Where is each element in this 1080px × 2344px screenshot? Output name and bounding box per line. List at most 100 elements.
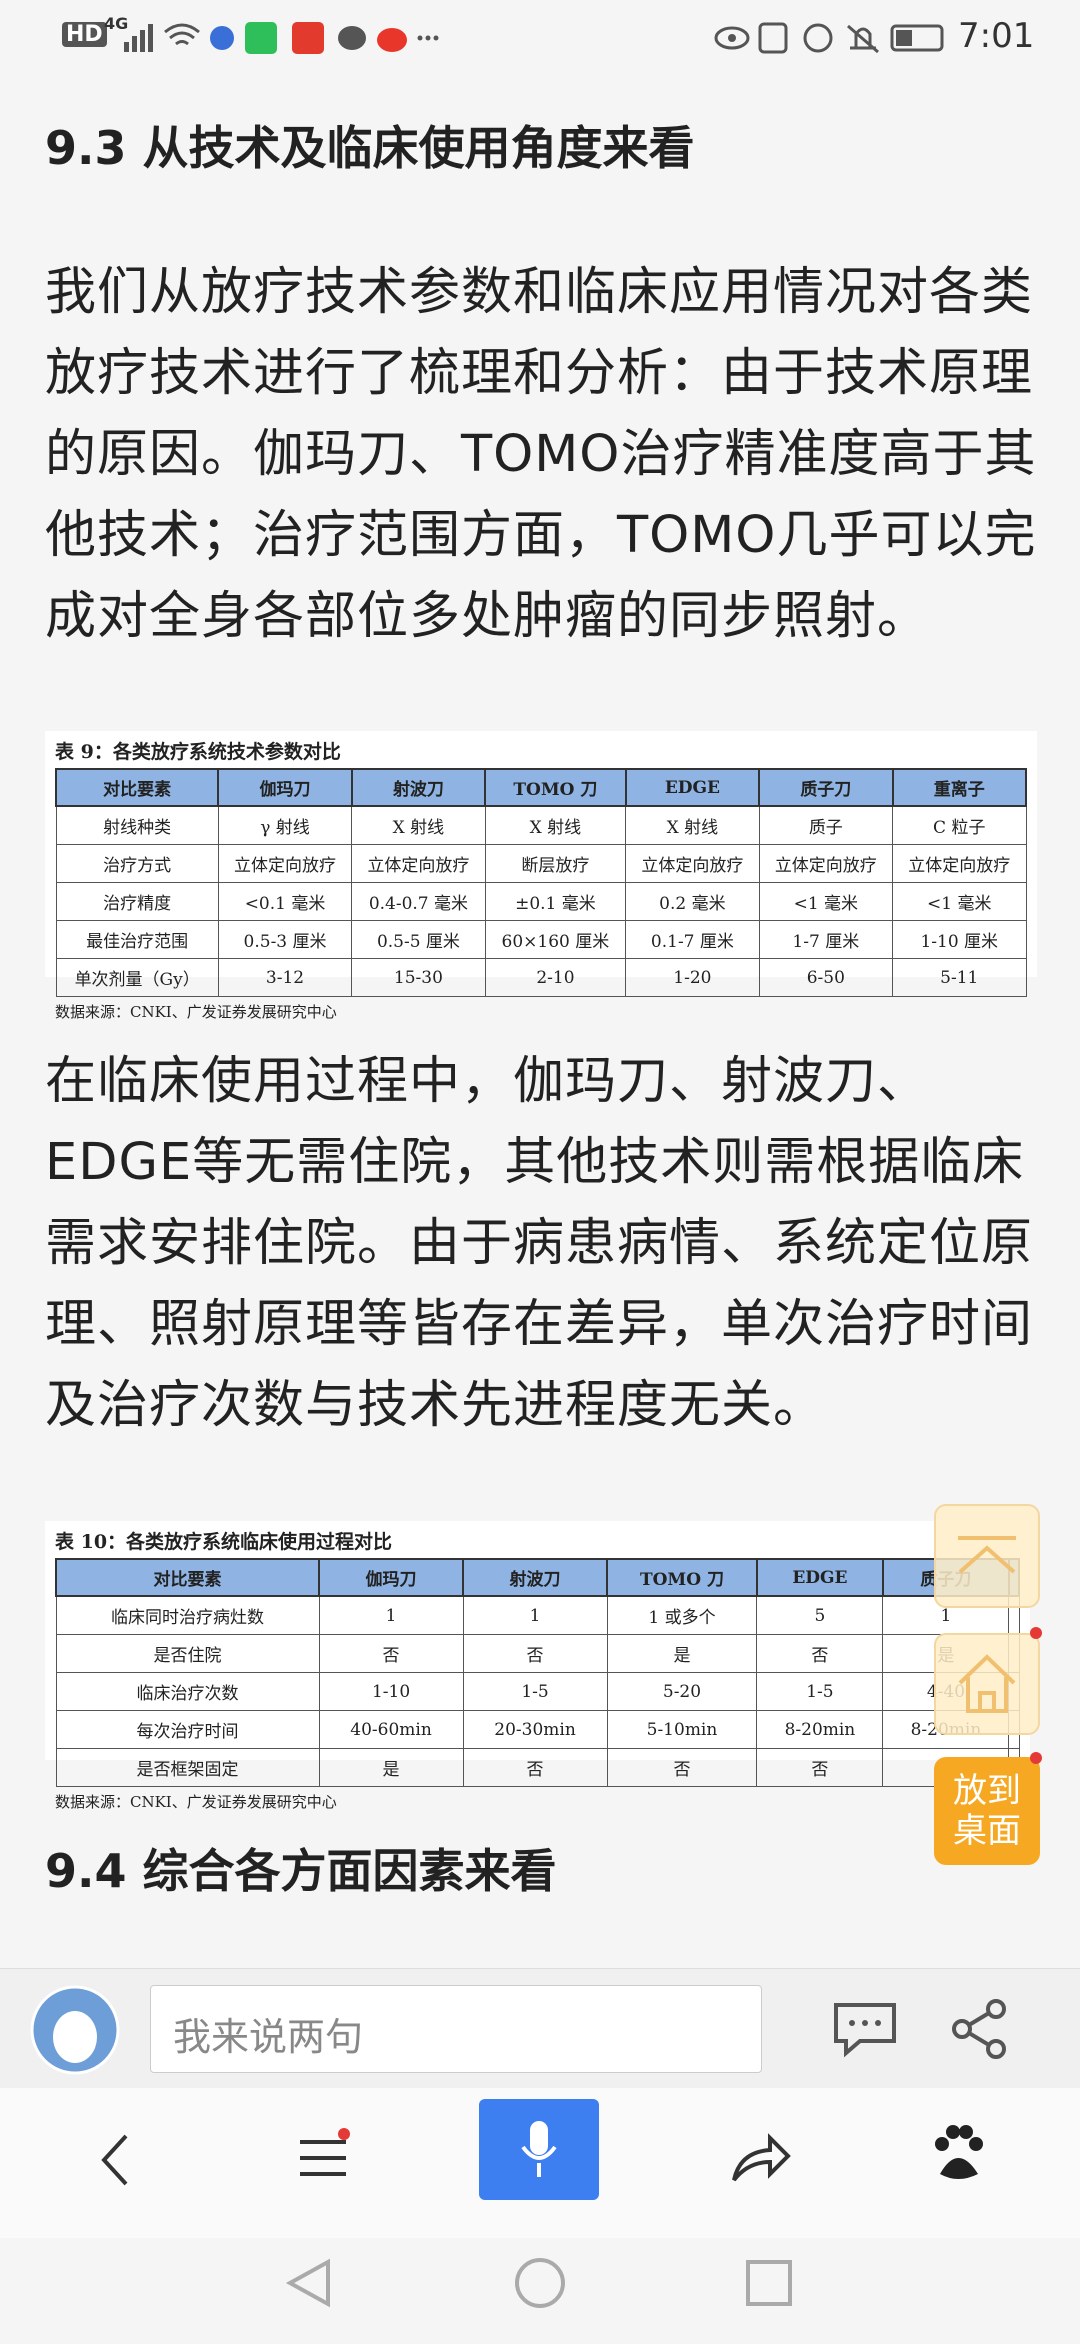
hd-badge: HD (62, 22, 107, 47)
table-cell: 1-7 厘米 (758, 920, 894, 959)
table-cell: 是否框架固定 (55, 1748, 320, 1787)
baidu-button[interactable] (928, 2124, 988, 2188)
mic-icon (521, 2121, 557, 2177)
table-cell: 1-5 (756, 1672, 884, 1711)
table-cell: 质子 (758, 805, 894, 845)
column-header: 射波刀 (462, 1558, 609, 1597)
status-icons-right (714, 22, 944, 54)
share-icon[interactable] (948, 1997, 1012, 2061)
table-cell: 是否住院 (55, 1634, 320, 1673)
table-cell: 1 (318, 1595, 464, 1635)
table-cell: 射线种类 (55, 805, 219, 845)
column-header: 射波刀 (350, 768, 487, 807)
forward-share-button[interactable] (728, 2128, 792, 2188)
table-cell: X 射线 (484, 805, 627, 845)
table-cell: 40-60min (318, 1710, 464, 1749)
table-cell: 3-12 (217, 958, 353, 997)
table-cell: 1-20 (625, 958, 760, 997)
table-cell: 临床同时治疗病灶数 (55, 1595, 320, 1635)
table-cell: 2-10 (484, 958, 627, 997)
table-row: 治疗方式 立体定向放疗 立体定向放疗 断层放疗 立体定向放疗 立体定向放疗 立体定向放疗 (55, 844, 1027, 883)
table-cell: 1 或多个 (606, 1595, 758, 1635)
table-cell: 最佳治疗范围 (55, 920, 219, 959)
table-cell: 5 (756, 1595, 884, 1635)
comments-icon[interactable] (830, 1999, 900, 2059)
table-cell: 5-10min (606, 1710, 758, 1749)
table-cell: <1 毫米 (758, 882, 894, 921)
icon (958, 1536, 1016, 1574)
column-header: EDGE (755, 1558, 884, 1597)
table-cell: 立体定向放疗 (351, 844, 486, 883)
table-row: 射线种类 γ 射线 X 射线 X 射线 X 射线 质子 C 粒子 (55, 805, 1027, 845)
column-header: 伽玛刀 (318, 1558, 465, 1597)
avatar[interactable] (30, 1985, 120, 2075)
table-cell: 断层放疗 (484, 844, 627, 883)
table-caption: 表 10：各类放疗系统临床使用过程对比 (55, 1531, 393, 1553)
table-cell: 立体定向放疗 (892, 844, 1027, 883)
table-cell: γ 射线 (217, 805, 353, 845)
table-source: 数据来源：CNKI、广发证券发展研究中心 (55, 1003, 337, 1021)
table-cell: 治疗方式 (55, 844, 219, 883)
table-cell: 15-30 (351, 958, 486, 997)
voice-button[interactable] (479, 2099, 599, 2200)
table-cell: 0.5-3 厘米 (217, 920, 353, 959)
table-row: 是否框架固定是否否否是 (55, 1748, 1020, 1787)
table-cell: 治疗精度 (55, 882, 219, 921)
badge-dot (1030, 1752, 1042, 1764)
column-header: TOMO 刀 (606, 1558, 758, 1597)
table-row: 每次治疗时间40-60min20-30min5-10min8-20min8-20… (55, 1710, 1020, 1749)
table-cell: 单次剂量（Gy） (55, 958, 219, 997)
column-header: TOMO 刀 (484, 768, 627, 807)
table-cell: 立体定向放疗 (758, 844, 894, 883)
back-to-top-button[interactable] (934, 1504, 1040, 1608)
status-icons (124, 22, 439, 54)
column-header: 对比要素 (54, 1558, 321, 1597)
table-cell: 0.4-0.7 毫米 (351, 882, 486, 921)
table-cell: 否 (318, 1634, 464, 1673)
table-cell: 立体定向放疗 (625, 844, 760, 883)
back-button[interactable] (96, 2130, 136, 2190)
paragraph: 在临床使用过程中，伽玛刀、射波刀、EDGE等无需住院，其他技术则需根据临床需求安… (45, 1052, 1034, 1435)
comment-input[interactable]: 我来说两句 (150, 1985, 762, 2073)
browser-toolbar (0, 2088, 1080, 2238)
table-cell: 6-50 (758, 958, 894, 997)
paragraph: 我们从放疗技术参数和临床应用情况对各类放疗技术进行了梳理和分析：由于技术原理的原… (45, 263, 1037, 646)
comment-bar: 我来说两句 (0, 1968, 1080, 2088)
system-nav (0, 2238, 1080, 2340)
column-header: 质子刀 (758, 768, 894, 807)
home-button[interactable] (934, 1633, 1040, 1735)
header-row: 对比要素 伽玛刀 射波刀 TOMO 刀 EDGE 质子刀 重离子 (54, 768, 1028, 807)
section-heading: 9.4 综合各方面因素来看 (45, 1844, 557, 1898)
table-caption: 表 9：各类放疗系统技术参数对比 (55, 741, 341, 763)
column-header: 重离子 (891, 768, 1028, 807)
menu-button[interactable] (296, 2128, 356, 2188)
icon (958, 1654, 1016, 1713)
table-cell: 20-30min (462, 1710, 608, 1749)
table-cell: 1-10 (318, 1672, 464, 1711)
table-source: 数据来源：CNKI、广发证券发展研究中心 (55, 1793, 337, 1811)
table-cell: X 射线 (351, 805, 486, 845)
table-cell: 立体定向放疗 (217, 844, 353, 883)
table-cell: 0.5-5 厘米 (351, 920, 486, 959)
table-row: 临床同时治疗病灶数 1 1 1 或多个 5 1 (55, 1595, 1020, 1635)
table-cell: ±0.1 毫米 (484, 882, 627, 921)
section-heading: 9.3 从技术及临床使用角度来看 (45, 121, 695, 175)
table-cell: 否 (756, 1634, 884, 1673)
table-cell: 8-20min (756, 1710, 884, 1749)
to-desktop-button[interactable]: 放到桌面 (934, 1757, 1040, 1865)
table-cell: 否 (462, 1634, 608, 1673)
table-cell: 是 (606, 1634, 758, 1673)
network-type: 4G (104, 14, 129, 33)
table-cell: 5-20 (606, 1672, 758, 1711)
table-cell: 0.1-7 厘米 (625, 920, 760, 959)
system-nav-icons (285, 2258, 792, 2308)
table-cell: <1 毫米 (892, 882, 1027, 921)
clock: 7:01 (958, 16, 1035, 56)
status-bar: HD 4G 7:01 (0, 0, 1080, 78)
table-cell: 1-10 厘米 (892, 920, 1027, 959)
table-cell: 否 (462, 1748, 608, 1787)
table-cell: 是 (318, 1748, 464, 1787)
